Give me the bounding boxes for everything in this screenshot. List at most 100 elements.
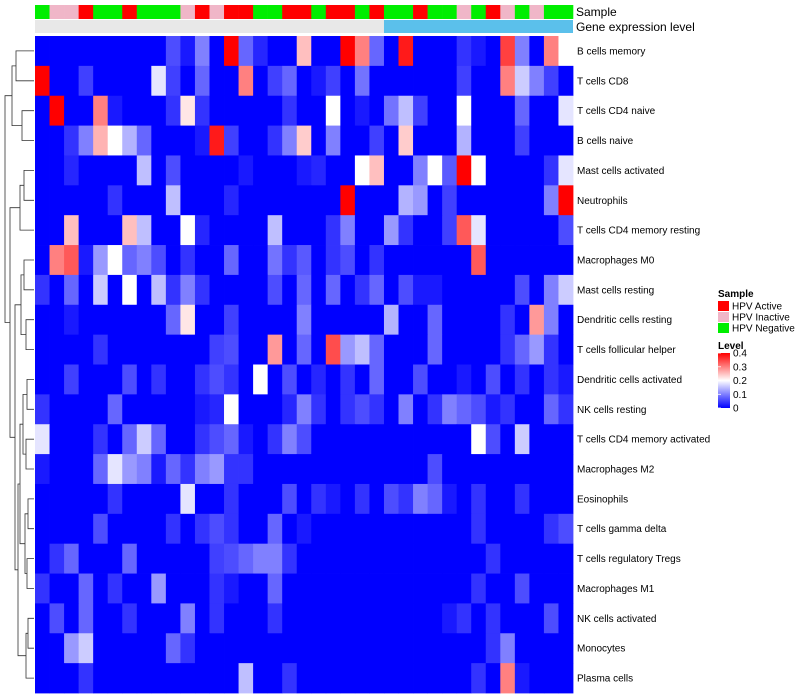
heatmap-cell [282,36,298,67]
heatmap-cell [282,394,298,425]
heatmap-cell [500,573,516,604]
heatmap-cell [543,95,559,126]
heatmap-cell [514,155,530,186]
heatmap-cell [485,215,501,246]
heatmap-cell [383,394,399,425]
heatmap-cell [340,274,356,306]
heatmap-cell [442,663,458,694]
dendrogram-branch [27,498,34,530]
heatmap-cell [514,513,530,545]
dendrogram-branch [15,50,34,82]
heatmap-cell [107,603,123,634]
heatmap-cell [471,424,487,455]
heatmap-cell [354,573,370,604]
heatmap-cell [471,454,487,485]
heatmap-cell [543,394,559,425]
heatmap-cell [529,304,545,336]
heatmap-cell [514,633,530,664]
heatmap-cell [78,543,94,574]
heatmap-cell [558,513,574,545]
heatmap-cell [413,245,428,276]
heatmap-cell [325,364,341,395]
heatmap-cell [64,424,80,455]
legend-entry-label: HPV Active [732,302,782,313]
heatmap-cell [311,215,327,246]
heatmap-cell [296,245,312,276]
heatmap-cell [427,36,443,67]
heatmap-cell [122,543,138,574]
heatmap-cell [93,573,109,604]
heatmap-cell [165,633,181,664]
heatmap-cell [267,185,283,216]
heatmap-cell [209,573,225,604]
heatmap-cell [340,513,356,545]
sample-annotation-cell [340,5,356,19]
heatmap-cell [64,573,80,604]
heatmap-cell [136,364,152,395]
sample-annotation-cell [238,5,254,19]
heatmap-cell [543,573,559,604]
heatmap-cell [165,483,181,515]
heatmap-cell [49,543,65,574]
heatmap-cell [485,424,501,455]
heatmap-cell [224,483,239,515]
heatmap-cell [238,663,254,694]
heatmap-cell [107,95,123,126]
sample-annotation-cell [93,5,108,19]
heatmap-cell [427,95,443,126]
heatmap-cell [238,65,254,97]
heatmap-cell [471,274,487,306]
heatmap-cell [35,364,50,395]
heatmap-cell [107,215,123,246]
heatmap-cell [442,185,458,216]
heatmap-cell [471,185,487,216]
heatmap-cell [35,424,50,455]
heatmap-cell [107,483,123,515]
heatmap-cell [209,513,225,545]
heatmap-cell [64,125,80,156]
heatmap-cell [427,543,443,574]
heatmap-cell [151,454,167,485]
heatmap-cell [369,364,385,395]
heatmap-cell [136,274,152,306]
heatmap-cell [413,454,428,485]
heatmap-cell [78,513,94,545]
heatmap-cell [514,364,530,395]
heatmap-cell [427,364,443,395]
heatmap-cell [253,573,269,604]
heatmap-cell [165,394,181,425]
heatmap-cell [151,633,167,664]
heatmap-cell [398,274,414,306]
heatmap-cell [282,573,298,604]
heatmap-cell [107,573,123,604]
heatmap-cell [558,543,574,574]
sample-annotation-cell [456,5,472,19]
heatmap-cell [325,95,341,126]
heatmap-cell [35,454,50,485]
heatmap-cell [354,65,370,97]
sample-annotation-cell [165,5,181,19]
heatmap-cell [514,125,530,156]
heatmap-cell [78,483,94,515]
heatmap-cell [413,364,428,395]
sample-annotation-cell [209,5,225,19]
heatmap-cell [267,65,283,97]
heatmap-cell [354,125,370,156]
heatmap-cell [485,185,501,216]
heatmap-cell [180,364,196,395]
heatmap-cell [543,304,559,336]
heatmap-cell [558,483,574,515]
heatmap-cell [369,36,385,67]
heatmap-cell [49,245,65,276]
sample-annotation-cell [543,5,559,19]
heatmap-cell [558,245,574,276]
heatmap-cell [267,125,283,156]
heatmap-cell [122,95,138,126]
heatmap-cell [529,364,545,395]
heatmap-cell [383,274,399,306]
heatmap-cell [49,483,65,515]
heatmap-cell [107,274,123,306]
heatmap-cell [267,573,283,604]
heatmap-cell [267,364,283,395]
heatmap-cell [296,95,312,126]
